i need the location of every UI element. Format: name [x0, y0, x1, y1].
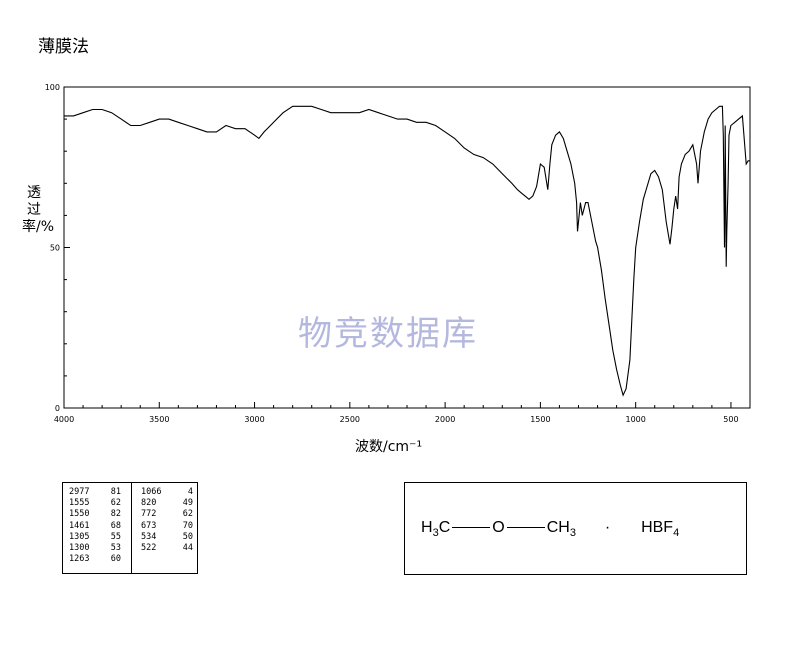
peak-row: 820 49	[141, 498, 193, 509]
x-tick-label: 500	[723, 415, 738, 424]
peak-transmittance: 49	[182, 498, 193, 509]
x-axis-label: 波数/cm⁻¹	[355, 439, 423, 455]
peak-transmittance: 81	[110, 487, 121, 497]
x-tick-label: 3500	[149, 415, 169, 424]
peak-transmittance: 60	[110, 554, 121, 565]
peak-transmittance: 50	[182, 531, 193, 542]
y-tick-label: 50	[50, 244, 60, 253]
peak-row: 772 62	[141, 509, 193, 520]
x-tick-label: 1500	[530, 415, 550, 424]
ir-spectrum-chart: 4000 3500 3000 2500 2000 1500 1000 500 0 50 100	[45, 83, 751, 424]
bond-line	[452, 527, 491, 529]
peak-row: 1300 53	[69, 543, 121, 554]
oxygen-atom: O	[492, 519, 505, 536]
y-tick-label: 0	[55, 404, 60, 413]
x-tick-label: 2500	[340, 415, 360, 424]
peak-wavenumber: 1066	[141, 487, 162, 497]
peak-wavenumber: 1263	[69, 554, 90, 565]
x-axis-ticks: 4000 3500 3000 2500 2000 1500 1000 500	[54, 402, 751, 424]
peak-transmittance: 55	[110, 531, 121, 542]
peak-wavenumber: 1305	[69, 531, 90, 542]
peak-wavenumber: 534	[141, 531, 157, 542]
table-divider	[131, 483, 132, 573]
x-tick-label: 4000	[54, 415, 74, 424]
adduct-dot: ·	[604, 519, 611, 536]
peak-wavenumber: 1300	[69, 543, 90, 554]
peak-table: 2977 81 1555 62 1550 82 1461 68 1305 55 1300 53 1263…	[62, 482, 198, 574]
peak-wavenumber: 673	[141, 520, 157, 531]
peak-wavenumber: 1555	[69, 498, 90, 509]
page-title: 薄膜法	[38, 37, 89, 57]
peak-wavenumber: 820	[141, 498, 157, 509]
counterion: HBF4	[641, 519, 680, 540]
y-tick-label: 100	[45, 83, 60, 92]
peak-column-left: 2977 81 1555 62 1550 82 1461 68 1305 55 1300 53 1263…	[69, 487, 121, 565]
peak-row: 2977 81	[69, 487, 121, 498]
y-axis-label: 透过率/%	[22, 185, 55, 235]
peak-row: 522 44	[141, 543, 193, 554]
peak-row: 1555 62	[69, 498, 121, 509]
y-axis-ticks: 0 50 100	[45, 83, 70, 413]
peak-transmittance: 82	[110, 509, 121, 520]
structure-box: H3C O CH3 · HBF4	[404, 482, 747, 575]
bond-line	[506, 527, 545, 529]
peak-transmittance: 53	[110, 543, 121, 554]
peak-row: 534 50	[141, 532, 193, 543]
peak-row: 1461 68	[69, 521, 121, 532]
peak-transmittance: 44	[182, 543, 193, 554]
peak-transmittance: 70	[182, 520, 193, 531]
peak-wavenumber: 522	[141, 543, 157, 554]
peak-wavenumber: 772	[141, 509, 157, 520]
peak-row: 673 70	[141, 521, 193, 532]
peak-transmittance: 62	[182, 509, 193, 520]
peak-transmittance: 68	[110, 520, 121, 531]
peak-transmittance: 4	[187, 487, 193, 497]
peak-row: 1066 4	[141, 487, 193, 498]
peak-row: 1305 55	[69, 532, 121, 543]
peak-wavenumber: 1550	[69, 509, 90, 520]
peak-row: 1263 60	[69, 554, 121, 565]
structural-formula: H3C O CH3 · HBF4	[421, 519, 679, 539]
methyl-left: H3C	[421, 519, 451, 540]
x-tick-label: 2000	[435, 415, 455, 424]
peak-wavenumber: 1461	[69, 520, 90, 531]
methyl-right: CH3	[546, 519, 576, 540]
peak-column-right: 1066 4 820 49 772 62 673 70 534 50 522 44	[141, 487, 193, 554]
peak-transmittance: 62	[110, 498, 121, 509]
peak-row: 1550 82	[69, 509, 121, 520]
watermark: 物竞数据库	[298, 314, 478, 354]
peak-wavenumber: 2977	[69, 487, 90, 497]
plot-frame	[63, 86, 751, 409]
x-tick-label: 1000	[625, 415, 645, 424]
x-tick-label: 3000	[244, 415, 264, 424]
spectrum-line	[64, 105, 750, 397]
